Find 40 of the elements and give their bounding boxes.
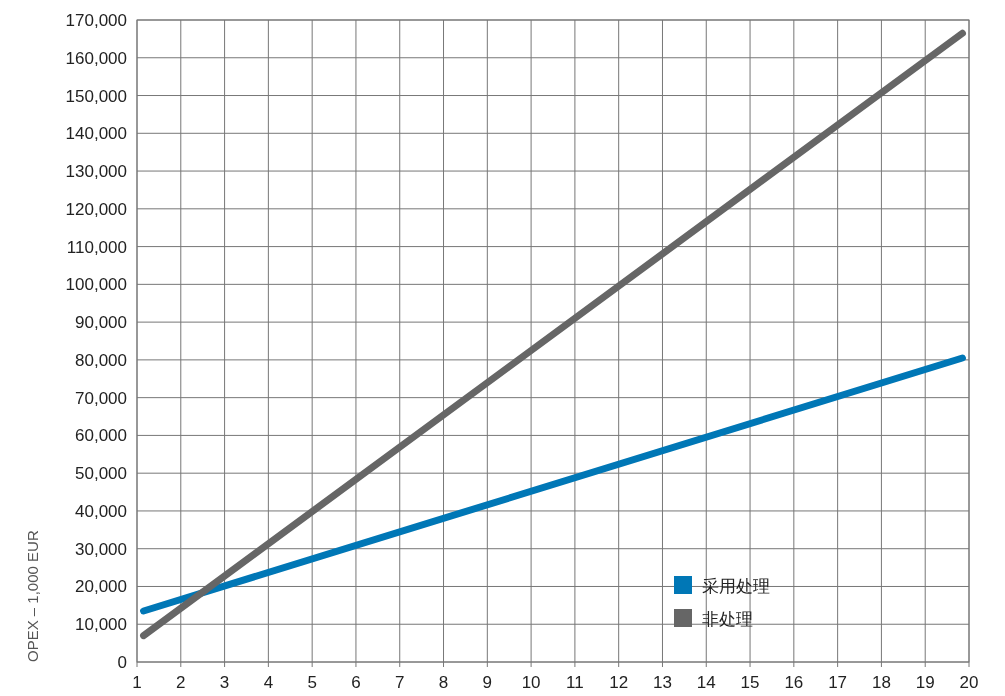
x-tick-label: 11 xyxy=(566,673,584,692)
y-tick-label: 100,000 xyxy=(65,275,127,295)
y-tick-label: 20,000 xyxy=(75,577,127,597)
x-tick-label: 14 xyxy=(696,673,716,692)
x-tick-label: 19 xyxy=(915,673,935,692)
y-tick-label: 130,000 xyxy=(65,162,127,182)
y-tick-label: 120,000 xyxy=(65,199,127,219)
x-tick-label: 15 xyxy=(740,673,760,692)
x-tick-label: 3 xyxy=(219,673,230,692)
x-tick-label: 16 xyxy=(784,673,804,692)
x-tick-label: 12 xyxy=(609,673,629,692)
y-tick-label: 140,000 xyxy=(65,124,127,144)
x-tick-label: 2 xyxy=(176,673,186,692)
y-tick-label: 90,000 xyxy=(75,313,127,333)
y-axis-title: OPEX – 1,000 EUR xyxy=(24,530,41,662)
x-tick-label: 8 xyxy=(438,673,449,692)
y-tick-label: 30,000 xyxy=(75,539,127,559)
y-tick-label: 70,000 xyxy=(75,388,127,408)
x-tick-label: 10 xyxy=(521,673,541,692)
y-tick-label: 40,000 xyxy=(75,501,127,521)
y-tick-label: 0 xyxy=(117,653,127,672)
y-tick-label: 10,000 xyxy=(75,615,127,635)
x-tick-label: 7 xyxy=(395,673,405,692)
y-tick-label: 170,000 xyxy=(65,11,127,30)
x-tick-label: 20 xyxy=(959,673,979,692)
x-tick-label: 6 xyxy=(351,673,361,692)
x-tick-label: 5 xyxy=(307,673,317,692)
y-tick-label: 160,000 xyxy=(65,48,127,68)
y-tick-label: 50,000 xyxy=(75,464,127,484)
y-tick-label: 60,000 xyxy=(75,426,127,446)
legend-label: 非处理 xyxy=(702,610,753,629)
x-tick-label: 4 xyxy=(263,673,274,692)
y-tick-label: 150,000 xyxy=(65,86,127,106)
y-tick-label: 80,000 xyxy=(75,350,127,370)
x-tick-label: 17 xyxy=(828,673,848,692)
x-tick-label: 13 xyxy=(653,673,672,692)
x-tick-label: 1 xyxy=(132,673,142,692)
x-tick-label: 9 xyxy=(482,673,493,692)
y-tick-label: 110,000 xyxy=(66,237,127,257)
x-tick-label: 18 xyxy=(871,673,891,692)
